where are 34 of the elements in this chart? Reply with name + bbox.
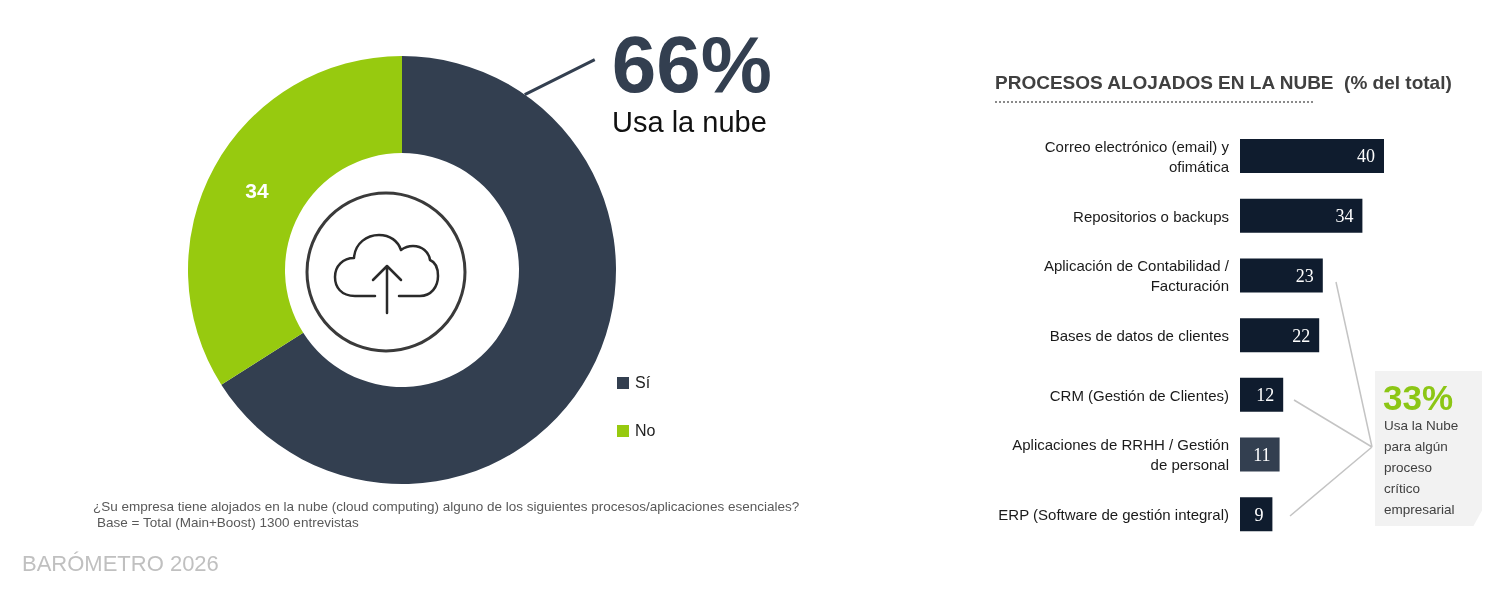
annotation: 33% [1383,378,1455,417]
bar [1240,198,1363,233]
data-label: 9 [1254,504,1264,525]
bar [1240,139,1384,173]
y-tick-label: Aplicación de Contabilidad / Facturación [1043,256,1230,294]
data-label: 12 [1256,385,1275,406]
annotation: Usa la Nube para algún proceso crítico empresarial [1384,418,1459,517]
donut-slice [221,56,616,484]
donut-slice [188,56,402,385]
y-tick-label: Aplicaciones de RRHH / Gestión de personal [1012,435,1229,473]
text: BARÓMETRO 2026 [22,551,219,576]
y-tick-label: Correo electrónico (email) y ofimática [1044,137,1230,175]
data-label: 23 [1295,265,1314,286]
bar [1240,318,1320,353]
data-label: 22 [1292,325,1311,346]
chart-title: PROCESOS ALOJADOS EN LA NUBE (% del total) [995,72,1452,94]
bar [1240,258,1323,293]
y-tick-label: Repositorios o backups [1073,207,1229,225]
data-label: 34 [1335,206,1354,227]
y-tick-label: ERP (Software de gestión integral) [998,505,1229,523]
legend-label: Sí [635,374,651,392]
y-tick-label: CRM (Gestión de Clientes) [1049,386,1229,404]
bar [1240,377,1284,412]
legend-label: No [635,422,656,440]
text: Base = Total (Main+Boost) 1300 entrevistas [97,515,359,530]
y-tick-label: Bases de datos de clientes [1049,326,1229,344]
bar [1240,437,1280,472]
data-label: 40 [1357,146,1375,167]
data-label: 11 [1253,444,1271,465]
text: Usa la nube [612,106,767,138]
text: ¿Su empresa tiene alojados en la nube (cloud computing) alguno de los siguientes procesos/aplicaciones esenciales? [93,499,800,514]
data-label: 34 [245,178,269,202]
bar [1240,497,1273,532]
data-label: 66% [611,19,772,109]
